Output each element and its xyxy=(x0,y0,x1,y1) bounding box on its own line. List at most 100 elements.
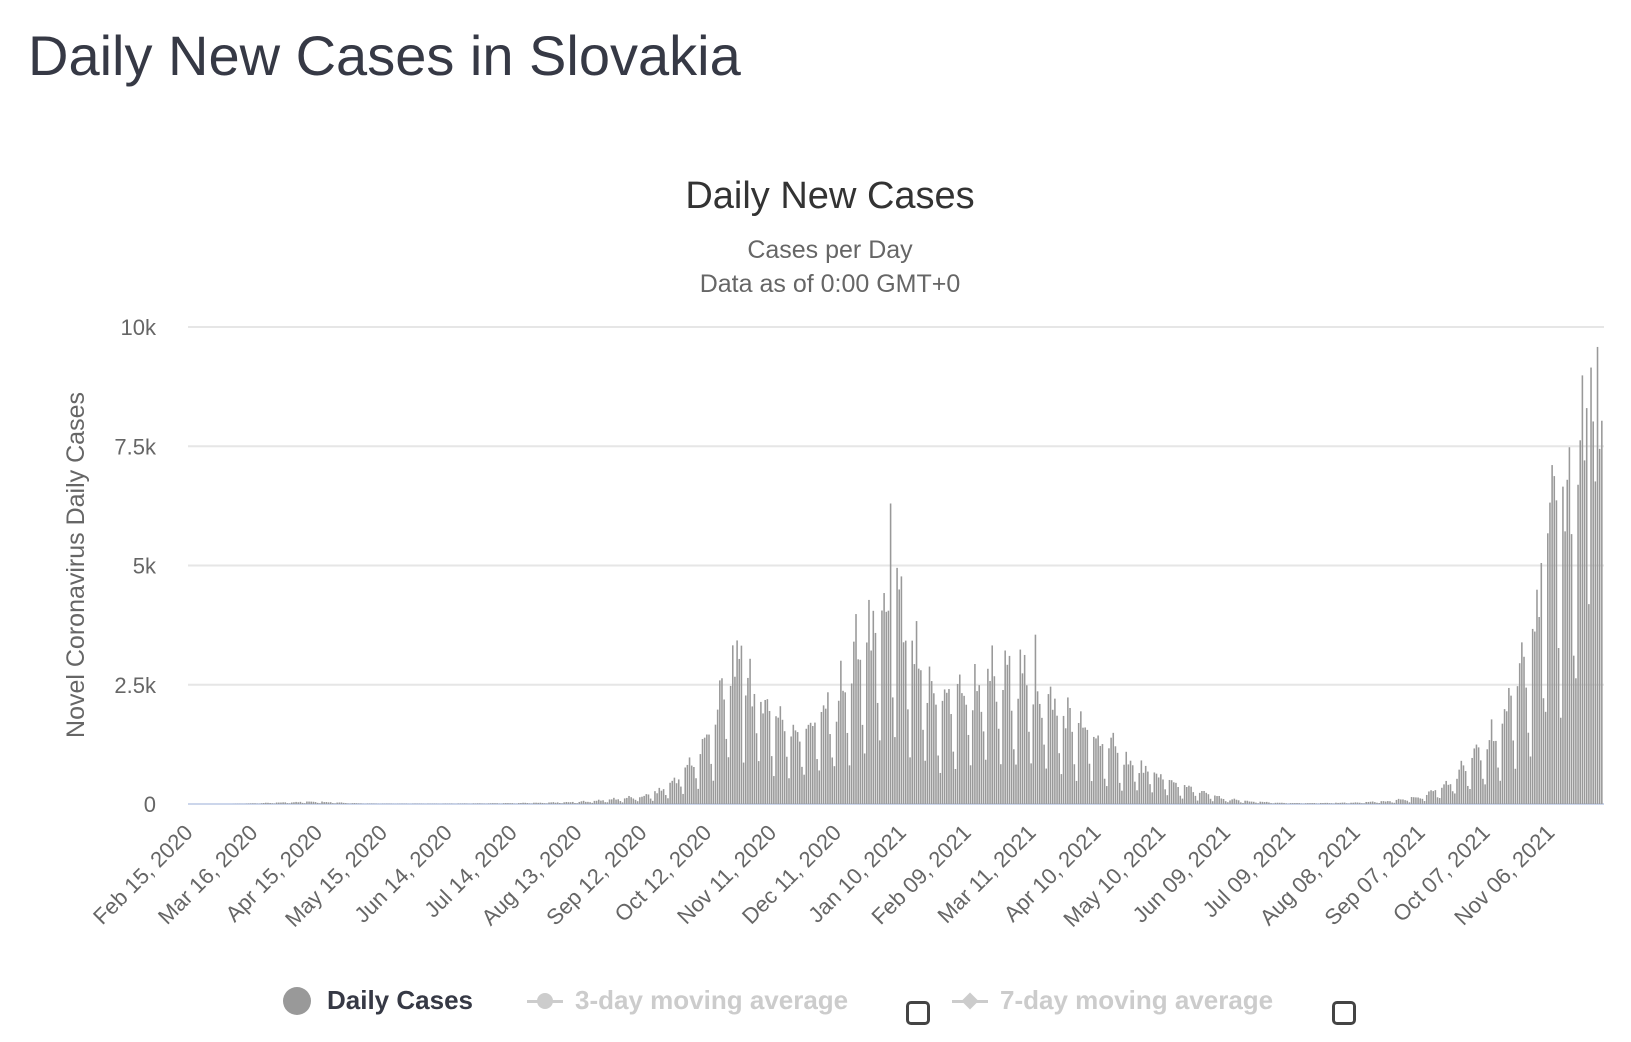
bar xyxy=(1235,799,1238,804)
toggle-7day-average-checkbox[interactable] xyxy=(1332,1001,1356,1025)
bar xyxy=(1518,663,1521,804)
bar xyxy=(773,776,775,804)
bar xyxy=(1337,802,1339,804)
bar xyxy=(520,803,522,804)
bar xyxy=(492,803,494,804)
bar xyxy=(667,798,669,804)
bar xyxy=(554,802,557,804)
bar xyxy=(1086,729,1089,804)
bar xyxy=(567,802,570,804)
bar xyxy=(1592,421,1594,804)
bar xyxy=(740,645,743,804)
bar xyxy=(1594,481,1597,804)
bar xyxy=(898,589,901,804)
y-tick-label: 10k xyxy=(121,315,157,340)
bar xyxy=(265,802,267,804)
bar xyxy=(511,803,514,804)
bar xyxy=(589,802,591,804)
bar xyxy=(701,739,704,804)
bar xyxy=(1339,802,1342,804)
bar xyxy=(1149,784,1151,804)
bar xyxy=(1508,687,1510,804)
bar xyxy=(1218,795,1220,804)
bar xyxy=(286,803,289,804)
bar xyxy=(697,788,699,804)
bar xyxy=(1309,803,1311,804)
bar xyxy=(1412,797,1415,804)
bar xyxy=(1378,803,1380,804)
bar xyxy=(1365,801,1367,804)
bar xyxy=(565,801,568,804)
bar xyxy=(1101,744,1104,804)
bar xyxy=(1140,760,1143,804)
bar xyxy=(1203,790,1205,804)
bar xyxy=(252,803,254,804)
bar xyxy=(660,790,663,804)
bar xyxy=(1118,782,1121,804)
bar xyxy=(1354,802,1357,804)
bar xyxy=(1425,794,1428,804)
bar xyxy=(1307,803,1309,804)
bar xyxy=(340,802,343,804)
bar xyxy=(1572,655,1575,804)
line-marker-diamond-icon xyxy=(952,991,988,1011)
bar xyxy=(1458,769,1460,804)
bar xyxy=(909,757,911,804)
y-axis-title: Novel Coronavirus Daily Cases xyxy=(62,392,90,738)
bar xyxy=(939,772,942,804)
bar xyxy=(1051,709,1054,804)
bar xyxy=(1473,748,1476,804)
bar xyxy=(537,802,539,804)
bar xyxy=(314,802,317,804)
bar xyxy=(1173,782,1175,804)
bar xyxy=(1479,760,1482,804)
bar xyxy=(1181,798,1184,804)
bar xyxy=(1263,802,1266,804)
bar xyxy=(1038,703,1041,804)
bar xyxy=(1160,774,1162,804)
bar xyxy=(1054,698,1056,804)
bar xyxy=(639,797,641,804)
bar xyxy=(695,778,697,804)
bar xyxy=(818,770,821,804)
legend-item-daily-cases[interactable]: Daily Cases xyxy=(283,985,473,1016)
bar xyxy=(799,741,801,804)
bar xyxy=(308,801,310,804)
legend-item-7day-average[interactable]: 7-day moving average xyxy=(952,985,1273,1016)
bar xyxy=(920,670,922,804)
bar xyxy=(1523,656,1525,804)
bar xyxy=(1278,802,1281,804)
bar xyxy=(353,803,356,804)
bar xyxy=(684,767,687,804)
bar xyxy=(848,765,851,804)
bar xyxy=(1041,717,1043,804)
bar xyxy=(714,724,717,804)
bar xyxy=(1147,771,1149,804)
legend-item-3day-average[interactable]: 3-day moving average xyxy=(527,985,848,1016)
bar xyxy=(1013,749,1015,804)
bar xyxy=(295,801,297,804)
bar xyxy=(779,706,782,804)
bar xyxy=(1434,790,1437,804)
bar xyxy=(310,801,313,804)
bar xyxy=(1477,747,1480,804)
bar xyxy=(866,642,868,804)
bar xyxy=(1084,727,1086,804)
bar xyxy=(280,802,282,804)
legend-label-daily-cases: Daily Cases xyxy=(327,985,473,1015)
bar xyxy=(1590,367,1592,804)
bar xyxy=(476,803,479,804)
bar xyxy=(1157,777,1160,804)
bar xyxy=(1090,781,1093,804)
bar xyxy=(559,802,561,804)
bar xyxy=(1467,785,1469,804)
bar xyxy=(1443,784,1445,804)
bar xyxy=(1185,786,1188,804)
bar xyxy=(969,765,972,804)
bar xyxy=(284,802,287,804)
bar xyxy=(1194,795,1197,804)
bar xyxy=(1363,803,1365,804)
toggle-3day-average-checkbox[interactable] xyxy=(906,1001,930,1025)
bar xyxy=(574,803,576,804)
bar xyxy=(1294,803,1296,804)
